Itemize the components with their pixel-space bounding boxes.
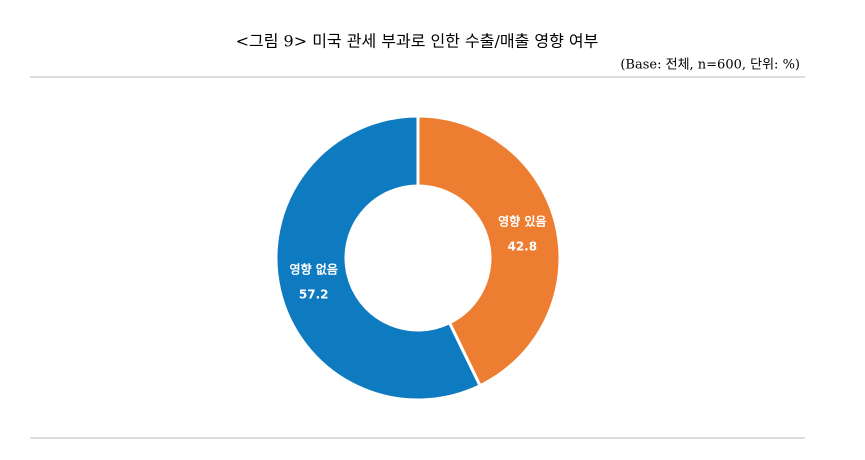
slice-label: 영향 없음: [290, 261, 338, 276]
chart-subtitle: (Base: 전체, n=600, 단위: %): [620, 58, 800, 73]
donut-slice: [416, 114, 562, 388]
slice-value: 57.2: [299, 287, 329, 301]
slice-label: 영향 있음: [498, 214, 546, 229]
slice-value: 42.8: [507, 240, 537, 254]
donut-slice: [274, 114, 483, 402]
chart-title: <그림 9> 미국 관세 부과로 인한 수출/매출 영향 여부: [236, 32, 599, 51]
